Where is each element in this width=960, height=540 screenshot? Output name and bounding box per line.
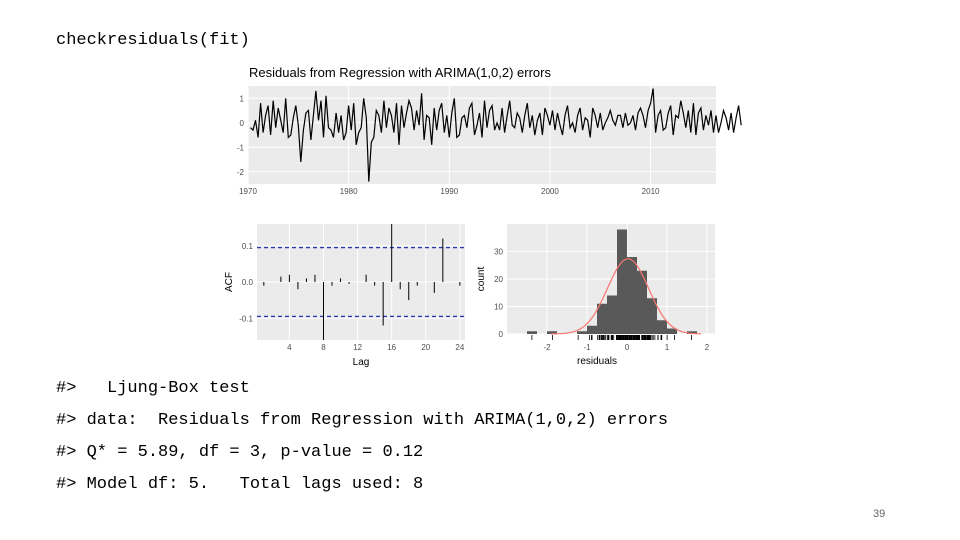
histogram-bar	[617, 229, 627, 334]
acf-y-axis-label: ACF	[224, 272, 235, 292]
histogram-bar	[607, 295, 617, 334]
histogram-bar	[687, 331, 697, 334]
output-line-3: #> Q* = 5.89, df = 3, p-value = 0.12	[56, 443, 424, 462]
histogram-bar	[587, 325, 597, 334]
y-tick-label: 20	[494, 275, 503, 284]
x-tick-label: -1	[583, 343, 591, 352]
y-tick-label: 1	[240, 94, 245, 103]
x-tick-label: 2	[705, 343, 710, 352]
y-tick-label: -1	[237, 143, 245, 152]
acf-x-axis-label: Lag	[353, 357, 370, 368]
x-tick-label: 24	[455, 343, 464, 352]
histogram-bar	[547, 331, 557, 334]
x-tick-label: 1	[665, 343, 670, 352]
x-tick-label: 2010	[642, 187, 660, 196]
y-tick-label: 0	[499, 330, 504, 339]
x-tick-label: 8	[321, 343, 326, 352]
code-command: checkresiduals(fit)	[56, 31, 250, 50]
histogram-bar	[647, 298, 657, 334]
histogram-bar	[577, 331, 587, 334]
y-tick-label: 30	[494, 248, 503, 257]
residual-plot-title: Residuals from Regression with ARIMA(1,0…	[249, 65, 551, 80]
output-line-4: #> Model df: 5. Total lags used: 8	[56, 475, 424, 494]
x-tick-label: 2000	[541, 187, 559, 196]
histogram-bar	[597, 303, 607, 334]
x-tick-label: 4	[287, 343, 292, 352]
y-tick-label: 0.1	[242, 242, 254, 251]
x-tick-label: 1990	[440, 187, 458, 196]
residual-series-line	[250, 88, 742, 182]
x-tick-label: 16	[387, 343, 396, 352]
x-tick-label: -2	[543, 343, 551, 352]
rug-marks	[531, 335, 692, 340]
output-line-1: #> Ljung-Box test	[56, 379, 250, 398]
slide-number: 39	[873, 508, 886, 520]
y-tick-label: 10	[494, 303, 503, 312]
histogram-bar	[627, 257, 637, 334]
x-tick-label: 0	[625, 343, 630, 352]
histogram-bar	[637, 270, 647, 334]
y-tick-label: 0.0	[242, 278, 254, 287]
hist-x-axis-label: residuals	[577, 356, 617, 367]
histogram-bar	[657, 320, 667, 334]
density-curve	[551, 258, 702, 335]
y-tick-label: -2	[237, 168, 245, 177]
x-tick-label: 12	[353, 343, 362, 352]
histogram-bar	[527, 331, 537, 334]
histogram-bar	[667, 328, 677, 334]
y-tick-label: 0	[240, 119, 245, 128]
output-line-2: #> data: Residuals from Regression with …	[56, 411, 669, 430]
hist-y-axis-label: count	[476, 267, 487, 292]
x-tick-label: 1980	[340, 187, 358, 196]
y-tick-label: -0.1	[239, 314, 253, 323]
x-tick-label: 20	[421, 343, 430, 352]
x-tick-label: 1970	[239, 187, 257, 196]
